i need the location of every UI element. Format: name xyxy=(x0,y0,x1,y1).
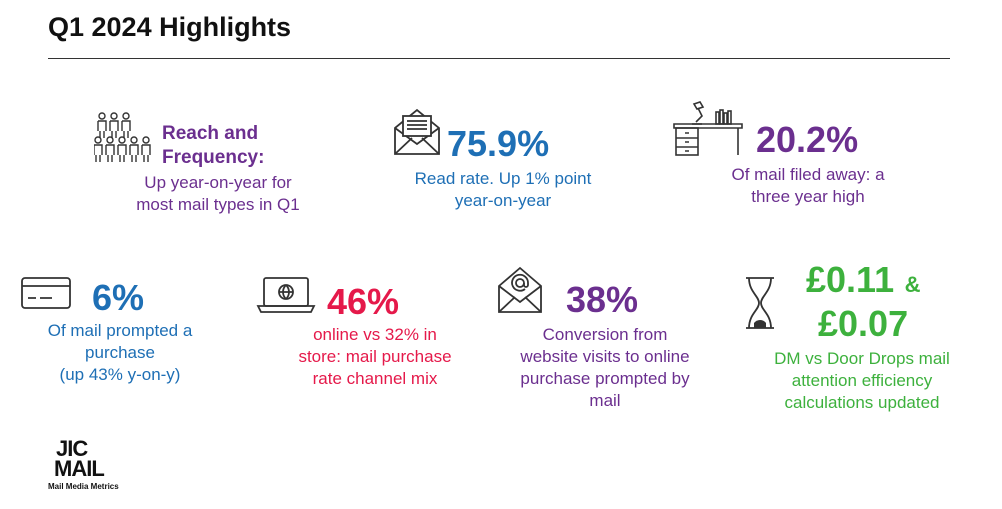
conversion-description: Conversion from website visits to online… xyxy=(520,325,690,410)
credit-card-icon xyxy=(20,276,72,310)
efficiency-ampersand: & xyxy=(904,272,921,297)
title-divider xyxy=(48,58,950,59)
logo-tagline: Mail Media Metrics xyxy=(48,482,119,491)
read-rate-description: Read rate. Up 1% point year-on-year xyxy=(414,169,592,210)
read-rate-value: 75.9% xyxy=(447,123,550,164)
purchase-value: 6% xyxy=(92,277,145,318)
purchase-description: Of mail prompted a purchase (up 43% y-on… xyxy=(47,321,193,384)
desk-icon xyxy=(672,100,744,158)
hourglass-icon xyxy=(744,276,776,330)
page-title: Q1 2024 Highlights xyxy=(48,12,292,42)
filed-value: 20.2% xyxy=(756,119,859,160)
open-letter-icon xyxy=(392,106,442,158)
online-description: online vs 32% in store: mail purchase ra… xyxy=(298,325,452,388)
reach-heading: Reach and Frequency: xyxy=(162,123,265,168)
people-group-icon xyxy=(94,112,154,164)
efficiency-description: DM vs Door Drops mail attention efficien… xyxy=(774,349,950,412)
online-value: 46% xyxy=(327,281,400,322)
filed-description: Of mail filed away: a three year high xyxy=(731,165,885,206)
jicmail-logo: JIC MAIL Mail Media Metrics xyxy=(48,438,128,491)
email-at-icon xyxy=(496,264,544,316)
efficiency-values: £0.11 & xyxy=(806,262,920,298)
efficiency-value-dm: £0.11 xyxy=(806,259,895,300)
svg-text:JIC: JIC xyxy=(56,438,88,461)
efficiency-value-door-drops: £0.07 xyxy=(818,303,909,344)
laptop-globe-icon xyxy=(256,276,316,314)
conversion-value: 38% xyxy=(566,279,639,320)
reach-description: Up year-on-year for most mail types in Q… xyxy=(136,173,300,214)
svg-text:MAIL: MAIL xyxy=(54,456,104,480)
